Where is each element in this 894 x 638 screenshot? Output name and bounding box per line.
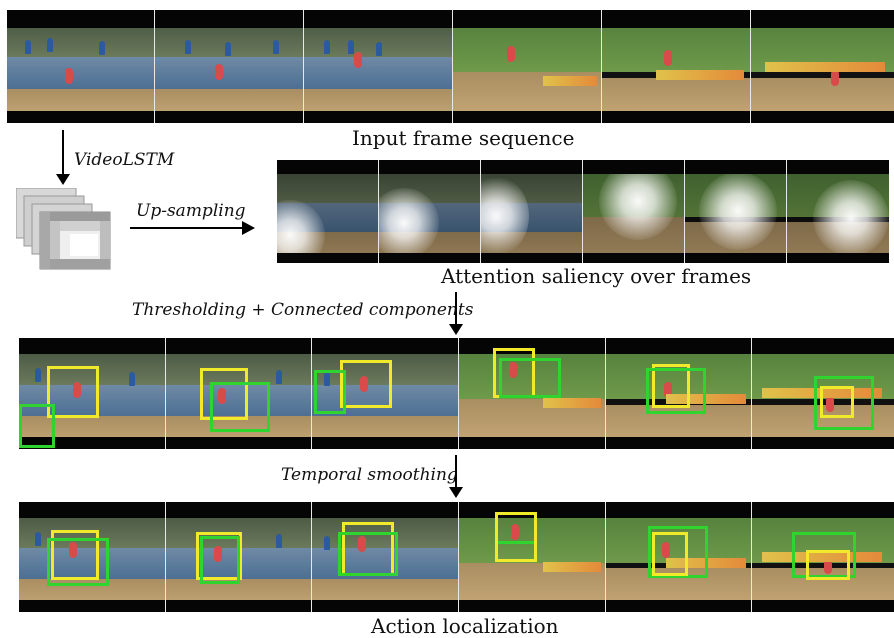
- proposal-box: [47, 366, 99, 418]
- proposal-box: [196, 532, 242, 580]
- localization-frame-1: [19, 502, 166, 612]
- input-frame-1: [7, 10, 155, 123]
- localization-frame-4: [459, 502, 606, 612]
- detection-frame-3: [312, 338, 459, 449]
- saliency-frame-6: [787, 160, 889, 263]
- proposal-box: [652, 364, 690, 408]
- saliency-frame-3: [481, 160, 583, 263]
- saliency-frame-2: [379, 160, 481, 263]
- input-frame-strip: [7, 10, 894, 123]
- detection-frame-strip: [19, 338, 894, 449]
- detection-frame-6: [752, 338, 894, 449]
- attention-caption: Attention saliency over frames: [441, 264, 752, 288]
- proposal-box: [820, 386, 854, 418]
- down-arrow-icon: [449, 292, 463, 335]
- saliency-frame-strip: [277, 160, 890, 263]
- detection-frame-5: [606, 338, 752, 449]
- localization-frame-6: [752, 502, 894, 612]
- detection-frame-2: [166, 338, 312, 449]
- ground-truth-box: [338, 532, 398, 576]
- thresholding-label: Thresholding + Connected components: [132, 300, 474, 320]
- localization-frame-5: [606, 502, 752, 612]
- proposal-box: [340, 360, 392, 408]
- proposal-box: [495, 512, 537, 562]
- proposal-box: [652, 532, 688, 576]
- action-caption: Action localization: [371, 614, 559, 638]
- videolstm-label: VideoLSTM: [74, 150, 175, 170]
- ground-truth-box: [19, 404, 55, 448]
- localization-frame-strip: [19, 502, 894, 612]
- input-frame-4: [453, 10, 602, 123]
- upsampling-label: Up-sampling: [136, 201, 246, 221]
- input-caption: Input frame sequence: [352, 126, 575, 150]
- ground-truth-box: [200, 536, 240, 584]
- feature-map-stack-icon: [16, 188, 111, 270]
- saliency-frame-5: [685, 160, 787, 263]
- input-frame-6: [751, 10, 894, 123]
- detection-frame-1: [19, 338, 166, 449]
- temporal-label: Temporal smoothing: [281, 465, 458, 485]
- ground-truth-box: [814, 376, 874, 430]
- proposal-box: [806, 550, 850, 580]
- ground-truth-box: [499, 358, 561, 398]
- input-frame-5: [602, 10, 751, 123]
- down-arrow-icon: [449, 455, 463, 498]
- input-frame-2: [155, 10, 304, 123]
- ground-truth-box: [47, 538, 109, 586]
- proposal-box: [51, 530, 99, 580]
- ground-truth-box: [646, 368, 706, 414]
- detection-frame-4: [459, 338, 606, 449]
- down-arrow-icon: [56, 130, 70, 185]
- ground-truth-box: [792, 532, 856, 578]
- saliency-frame-1: [277, 160, 379, 263]
- ground-truth-box: [210, 382, 270, 432]
- localization-frame-2: [166, 502, 312, 612]
- localization-frame-3: [312, 502, 459, 612]
- ground-truth-box: [314, 370, 346, 414]
- input-frame-3: [304, 10, 453, 123]
- ground-truth-box: [648, 526, 708, 578]
- proposal-box: [200, 368, 248, 420]
- saliency-frame-4: [583, 160, 685, 263]
- right-arrow-icon: [130, 221, 255, 235]
